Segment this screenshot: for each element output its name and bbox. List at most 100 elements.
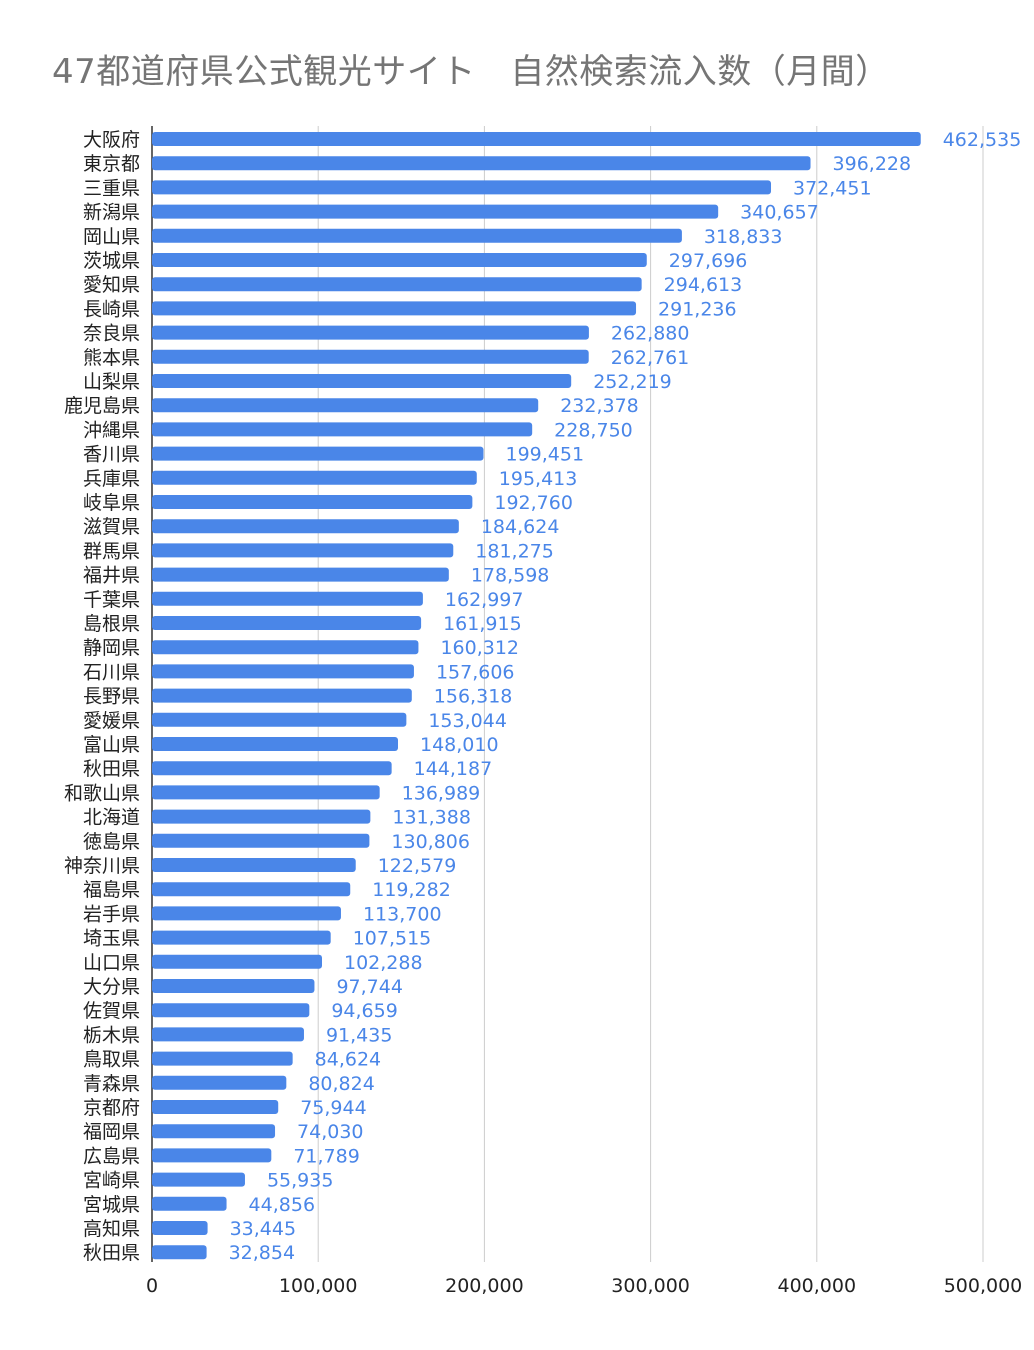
data-label: 228,750 — [554, 419, 633, 441]
data-label: 262,880 — [611, 323, 690, 345]
data-label: 318,833 — [704, 226, 783, 248]
bar — [152, 1003, 310, 1018]
data-label: 80,824 — [308, 1073, 374, 1095]
category-label: 鹿児島県 — [64, 395, 140, 417]
category-label: 茨城県 — [83, 250, 140, 272]
data-label: 181,275 — [475, 540, 554, 562]
bar — [152, 906, 341, 921]
bar — [152, 1051, 293, 1066]
category-label: 滋賀県 — [83, 516, 140, 538]
x-tick-label: 200,000 — [445, 1275, 524, 1297]
data-label: 32,854 — [229, 1242, 295, 1264]
data-label: 199,451 — [505, 444, 584, 466]
bar — [152, 1221, 208, 1235]
data-label: 130,806 — [391, 831, 470, 853]
data-label: 232,378 — [560, 395, 639, 417]
bar — [152, 470, 477, 485]
bar — [152, 204, 719, 219]
category-label: 大分県 — [83, 976, 140, 998]
data-label: 107,515 — [353, 928, 432, 950]
category-label: 徳島県 — [83, 831, 140, 853]
category-label: 兵庫県 — [83, 468, 140, 490]
data-label: 119,282 — [372, 879, 451, 901]
category-label: 奈良県 — [83, 323, 140, 345]
data-label: 148,010 — [420, 734, 499, 756]
category-label: 広島県 — [83, 1145, 140, 1167]
data-label: 122,579 — [378, 855, 457, 877]
bar — [152, 398, 539, 413]
data-label: 195,413 — [499, 468, 578, 490]
data-label: 97,744 — [336, 976, 402, 998]
category-label: 群馬県 — [83, 540, 140, 562]
x-tick-label: 0 — [146, 1275, 158, 1297]
bar — [152, 422, 533, 437]
category-label: 長野県 — [83, 686, 140, 708]
bar — [152, 156, 811, 171]
category-label: 岡山県 — [83, 226, 140, 248]
bar — [152, 349, 589, 364]
data-label: 75,944 — [300, 1097, 366, 1119]
data-label: 184,624 — [481, 516, 560, 538]
data-label: 91,435 — [326, 1024, 392, 1046]
category-labels: 大阪府東京都三重県新潟県岡山県茨城県愛知県長崎県奈良県熊本県山梨県鹿児島県沖縄県… — [64, 129, 140, 1264]
data-label: 156,318 — [434, 686, 513, 708]
bar — [152, 979, 315, 993]
data-label: 178,598 — [471, 565, 550, 587]
category-label: 山梨県 — [83, 371, 140, 393]
bar — [152, 712, 407, 727]
data-label: 462,535 — [943, 129, 1022, 151]
category-label: 福島県 — [83, 879, 140, 901]
bar — [152, 253, 647, 267]
category-label: 宮城県 — [83, 1194, 140, 1216]
bar — [152, 543, 454, 558]
bar — [152, 737, 398, 751]
bar — [152, 1172, 245, 1187]
data-label: 74,030 — [297, 1121, 363, 1143]
data-label: 262,761 — [611, 347, 690, 369]
bar — [152, 1124, 276, 1139]
category-label: 千葉県 — [83, 589, 140, 611]
bar — [152, 1027, 304, 1042]
category-label: 島根県 — [83, 613, 140, 635]
data-label: 71,789 — [293, 1145, 359, 1167]
category-label: 北海道 — [83, 807, 140, 829]
x-tick-label: 300,000 — [611, 1275, 690, 1297]
bar — [152, 228, 682, 243]
category-label: 高知県 — [83, 1218, 140, 1240]
category-label: 沖縄県 — [83, 419, 140, 441]
category-label: 和歌山県 — [64, 782, 140, 804]
category-label: 富山県 — [83, 734, 140, 756]
data-label: 252,219 — [593, 371, 672, 393]
category-label: 石川県 — [83, 661, 140, 683]
data-label: 297,696 — [669, 250, 748, 272]
category-label: 東京都 — [83, 153, 140, 175]
category-label: 岐阜県 — [83, 492, 140, 514]
category-label: 岩手県 — [83, 903, 140, 925]
bar — [152, 446, 484, 461]
bar — [152, 1075, 287, 1090]
category-label: 静岡県 — [83, 637, 140, 659]
bar — [152, 495, 473, 509]
data-label: 157,606 — [436, 661, 515, 683]
category-label: 鳥取県 — [83, 1049, 140, 1071]
bar — [152, 301, 637, 316]
bar — [152, 664, 414, 679]
data-label: 153,044 — [428, 710, 507, 732]
bar — [152, 761, 392, 776]
bar — [152, 809, 371, 824]
bar — [152, 1245, 207, 1260]
category-label: 神奈川県 — [64, 855, 140, 877]
category-label: 福井県 — [83, 565, 140, 587]
category-label: 栃木県 — [83, 1024, 140, 1046]
data-label: 372,451 — [793, 177, 872, 199]
bar — [152, 833, 370, 848]
bar — [152, 882, 351, 897]
x-tick-label: 500,000 — [944, 1275, 1023, 1297]
data-label: 102,288 — [344, 952, 423, 974]
data-label: 55,935 — [267, 1170, 333, 1192]
bar — [152, 1148, 272, 1163]
category-label: 三重県 — [83, 177, 140, 199]
bar — [152, 374, 572, 388]
bar — [152, 132, 921, 146]
